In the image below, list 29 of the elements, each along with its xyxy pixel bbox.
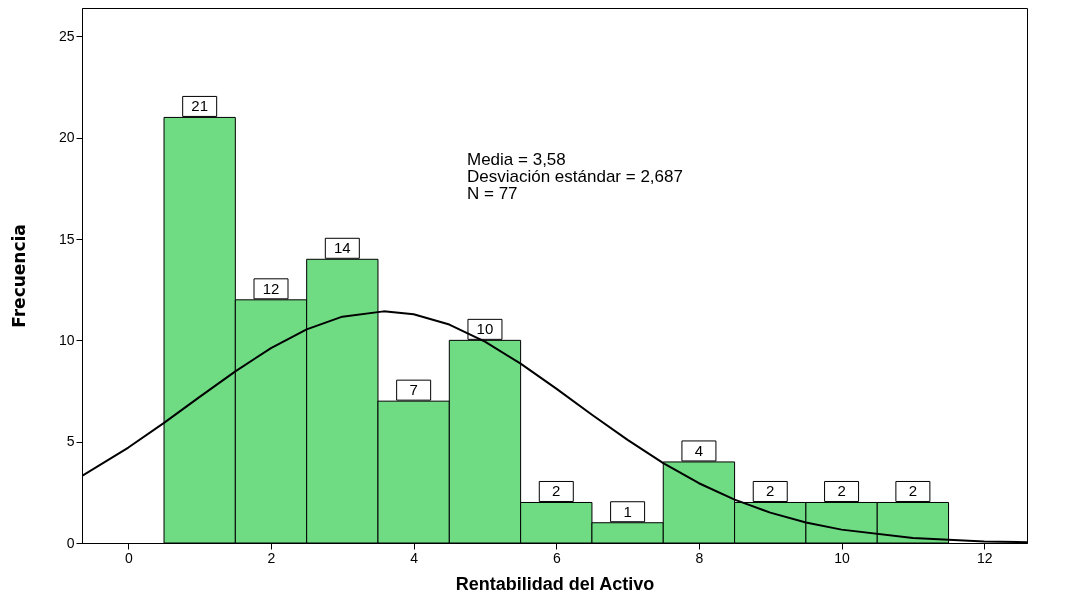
y-tick-label: 5 <box>66 433 75 450</box>
data-label: 10 <box>476 320 494 338</box>
x-tick-label: 2 <box>267 549 276 566</box>
data-label: 1 <box>623 502 632 520</box>
data-label: 2 <box>552 482 561 500</box>
x-tick-label: 0 <box>124 549 133 566</box>
x-tick-label: 10 <box>834 549 851 566</box>
data-label: 2 <box>837 482 846 500</box>
y-tick-label: 25 <box>58 27 75 44</box>
x-tick-label: 4 <box>410 549 419 566</box>
annotation: N = 77 <box>467 184 518 203</box>
data-label: 2 <box>766 482 775 500</box>
data-label: 7 <box>409 381 418 399</box>
y-tick-label: 0 <box>66 534 75 551</box>
data-label: 12 <box>262 279 280 297</box>
data-label: 4 <box>694 441 704 459</box>
y-tick-label: 15 <box>58 230 75 247</box>
annotation: Desviación estándar = 2,687 <box>467 167 683 186</box>
y-axis-title: Frecuencia <box>8 224 29 328</box>
x-tick-label: 6 <box>552 549 561 566</box>
data-label: 21 <box>191 97 209 115</box>
annotation: Media = 3,58 <box>467 150 566 169</box>
x-axis-title: Rentabilidad del Activo <box>455 573 655 594</box>
x-tick-label: 8 <box>695 549 704 566</box>
y-tick-label: 20 <box>58 129 75 146</box>
data-label: 14 <box>333 239 351 257</box>
data-label: 2 <box>908 482 918 500</box>
x-tick-label: 12 <box>976 549 993 566</box>
y-tick-label: 10 <box>58 331 75 348</box>
